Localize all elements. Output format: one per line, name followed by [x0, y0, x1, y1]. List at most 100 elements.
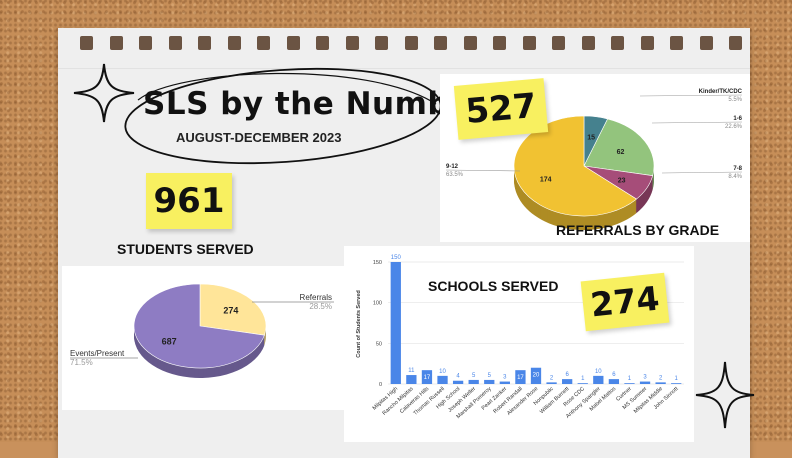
- y-axis-label: Count of Students Served: [356, 290, 362, 358]
- bar-value-label: 1: [581, 376, 585, 382]
- leader-line: [661, 171, 743, 174]
- pie-value-label: 62: [617, 149, 625, 156]
- legend-percent: 8.4%: [728, 174, 742, 180]
- bar: [655, 382, 666, 384]
- bar: [390, 262, 401, 384]
- bar: [468, 379, 479, 384]
- sparkle-icon: [73, 63, 135, 123]
- referrals-by-grade-title: REFERRALS BY GRADE: [556, 222, 720, 238]
- bar: [499, 381, 510, 384]
- students-served-sticky: 961: [146, 173, 232, 229]
- bar-value-label: 3: [503, 375, 507, 381]
- bar-value-label: 6: [565, 372, 569, 378]
- spiral-hole: [729, 36, 742, 50]
- schools-served-sticky: 274: [580, 272, 670, 332]
- spiral-hole: [640, 36, 654, 50]
- legend-label: Referrals: [300, 293, 332, 302]
- pie-value-label: 174: [540, 176, 552, 183]
- bar: [406, 375, 417, 384]
- bar-value-label: 5: [472, 373, 476, 379]
- bar: [671, 383, 682, 384]
- spiral-hole: [80, 36, 93, 50]
- spiral-hole: [139, 36, 152, 50]
- spiral-hole: [463, 36, 477, 50]
- bar: [593, 375, 604, 384]
- spiral-hole: [375, 36, 388, 50]
- spiral-hole: [168, 36, 182, 50]
- spiral-hole: [699, 36, 713, 50]
- bar: [437, 375, 448, 384]
- spiral-hole: [493, 36, 506, 50]
- bar: [530, 367, 542, 384]
- bar-value-label: 150: [391, 255, 402, 261]
- spiral-holes: [58, 36, 750, 54]
- bar-value-label: 17: [424, 375, 431, 381]
- referrals-by-grade-card: 15 62 23 174 Kinder/TK/CDC 5.5% 1-6 22.6% 7-8 8.4…: [440, 74, 750, 242]
- legend-percent: 5.5%: [728, 97, 742, 103]
- pie-value-label: 23: [618, 177, 626, 184]
- spiral-hole: [611, 36, 624, 50]
- bar: [639, 381, 651, 384]
- leader-line: [445, 169, 521, 172]
- students-served-value: 961: [153, 181, 225, 221]
- spiral-hole: [227, 36, 241, 50]
- bar-value-label: 17: [517, 375, 524, 381]
- bar: [484, 379, 495, 384]
- pie-value-label: 687: [162, 337, 177, 347]
- bar-value-label: 1: [628, 376, 632, 382]
- legend-percent: 63.5%: [446, 172, 464, 178]
- spiral-hole: [404, 36, 418, 50]
- referrals-sticky: 527: [453, 78, 549, 140]
- schools-served-value: 274: [588, 278, 662, 325]
- referrals-by-grade-pie: 15 62 23 174 Kinder/TK/CDC 5.5% 1-6 22.6% 7-8 8.4…: [445, 89, 743, 230]
- bar: [577, 383, 588, 384]
- bar-value-label: 6: [612, 372, 616, 378]
- bar: [546, 382, 557, 384]
- bar-value-label: 5: [488, 373, 492, 379]
- bar: [608, 379, 620, 384]
- sparkle-icon: [695, 361, 755, 429]
- legend-percent: 71.5%: [70, 358, 93, 367]
- spiral-hole: [522, 36, 536, 50]
- leader-line: [639, 94, 743, 97]
- page-subtitle: AUGUST-DECEMBER 2023: [176, 130, 342, 145]
- legend-percent: 28.5%: [309, 302, 332, 311]
- legend-label: 9-12: [446, 164, 459, 170]
- bar-value-label: 3: [643, 375, 647, 381]
- spiral-hole: [670, 36, 683, 50]
- leader-line: [651, 121, 743, 124]
- pie-value-label: 274: [223, 305, 238, 315]
- spiral-hole: [581, 36, 595, 50]
- bar: [452, 380, 464, 384]
- bar: [624, 383, 635, 384]
- bar: [421, 370, 433, 384]
- spiral-hole: [316, 36, 329, 50]
- bar-value-label: 11: [408, 368, 415, 374]
- spiral-hole: [257, 36, 270, 50]
- bar-value-label: 20: [533, 373, 540, 379]
- bar-value-label: 4: [456, 374, 460, 380]
- spiral-hole: [434, 36, 447, 50]
- spiral-hole: [345, 36, 359, 50]
- y-tick-label: 100: [373, 301, 382, 307]
- bar: [515, 370, 526, 384]
- schools-served-title: SCHOOLS SERVED: [428, 278, 559, 294]
- y-tick-label: 0: [379, 382, 382, 388]
- bar-value-label: 10: [439, 369, 446, 375]
- pie-slice: [133, 283, 265, 369]
- pie-slice: [199, 283, 267, 336]
- spiral-hole: [198, 36, 211, 50]
- y-tick-label: 150: [373, 260, 382, 266]
- spiral-hole: [552, 36, 565, 50]
- spiral-hole: [286, 36, 300, 50]
- referrals-events-card: 274 687 Referrals 28.5% Events/Present 71.5%: [62, 266, 346, 410]
- students-served-label: STUDENTS SERVED: [117, 241, 254, 257]
- bar-value-label: 1: [675, 376, 679, 382]
- bar-value-label: 2: [550, 375, 554, 381]
- legend-label: 1-6: [733, 116, 742, 122]
- referrals-value: 527: [463, 85, 539, 133]
- legend-percent: 22.6%: [725, 124, 743, 130]
- bar-value-label: 10: [595, 369, 602, 375]
